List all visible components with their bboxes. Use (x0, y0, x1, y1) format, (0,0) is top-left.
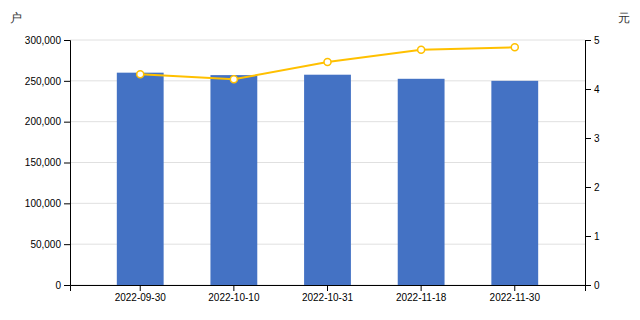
marker (418, 46, 425, 53)
tick-mark (585, 285, 591, 286)
y2-axis-label: 元 (618, 11, 630, 25)
tick-label: 2022-10-31 (302, 292, 354, 303)
markers (137, 44, 519, 83)
tick: 0 (55, 280, 70, 291)
line (140, 47, 515, 79)
tick-label: 150,000 (25, 157, 62, 168)
tick-mark (585, 89, 591, 90)
bar-series (117, 73, 538, 285)
tick-mark (140, 285, 141, 291)
tick-label: 2022-11-18 (396, 292, 447, 303)
bar (117, 73, 164, 285)
plot: 2022-09-30 2022-10-10 2022-10-31 2022-11-18… (10, 11, 630, 303)
marks (117, 44, 538, 285)
tick: 2022-09-30 (115, 285, 167, 303)
tick: 4 (585, 84, 600, 95)
tick-label: 5 (594, 35, 600, 46)
tick-mark (64, 285, 70, 286)
bar (304, 75, 351, 285)
tick-label: 2022-10-10 (208, 292, 260, 303)
tick: 2022-10-10 (208, 285, 260, 303)
tick: 2022-10-31 (302, 285, 354, 303)
tick-mark (327, 285, 328, 291)
tick-label: 0 (594, 280, 600, 291)
axis-line (586, 41, 592, 286)
tick-mark (421, 285, 422, 291)
tick: 5 (585, 35, 600, 46)
tick-mark (64, 122, 70, 123)
tick: 2022-11-30 (490, 285, 541, 303)
tick: 250,000 (25, 76, 70, 87)
marker (324, 59, 331, 66)
axis-line (64, 41, 71, 286)
tick-mark (585, 40, 591, 41)
tick-mark (64, 40, 70, 41)
tick-mark (233, 285, 234, 291)
tick: 2022-11-18 (396, 285, 447, 303)
bar (398, 79, 445, 285)
tick-label: 250,000 (25, 76, 62, 87)
tick-mark (514, 285, 515, 291)
tick-mark (585, 236, 591, 237)
marker (137, 71, 144, 78)
chart: 2022-09-30 2022-10-10 2022-10-31 2022-11-18… (0, 0, 640, 320)
bar (491, 81, 538, 285)
tick-mark (64, 203, 70, 204)
tick: 50,000 (30, 239, 70, 250)
tick: 100,000 (25, 198, 70, 209)
grid-line (70, 40, 585, 41)
tick-label: 100,000 (25, 198, 62, 209)
tick-label: 2 (594, 182, 600, 193)
tick: 0 (585, 280, 600, 291)
tick-label: 0 (55, 280, 61, 291)
tick-mark (585, 138, 591, 139)
tick-label: 2022-11-30 (490, 292, 541, 303)
marker (230, 76, 237, 83)
y2-axis: 0 1 2 3 4 5 (585, 35, 600, 291)
tick-label: 2022-09-30 (115, 292, 167, 303)
tick: 300,000 (25, 35, 70, 46)
grid (70, 40, 585, 285)
tick: 2 (585, 182, 600, 193)
tick-label: 200,000 (25, 116, 62, 127)
tick-mark (64, 81, 70, 82)
y-axis: 0 50,000 100,000 150,000 200,000 250,000 300,0… (25, 35, 71, 291)
y-axis-label: 户 (10, 11, 22, 25)
tick: 1 (585, 231, 600, 242)
tick: 3 (585, 133, 600, 144)
tick-label: 3 (594, 133, 600, 144)
tick-label: 4 (594, 84, 600, 95)
tick-label: 300,000 (25, 35, 62, 46)
marker (511, 44, 518, 51)
tick-mark (64, 244, 70, 245)
axis-line (71, 286, 586, 292)
tick-mark (64, 163, 70, 164)
tick-mark (585, 187, 591, 188)
x-axis: 2022-09-30 2022-10-10 2022-10-31 2022-11-18… (71, 285, 586, 303)
tick: 200,000 (25, 116, 70, 127)
bar (210, 75, 257, 285)
tick-label: 50,000 (30, 239, 61, 250)
tick: 150,000 (25, 157, 70, 168)
tick-label: 1 (594, 231, 600, 242)
